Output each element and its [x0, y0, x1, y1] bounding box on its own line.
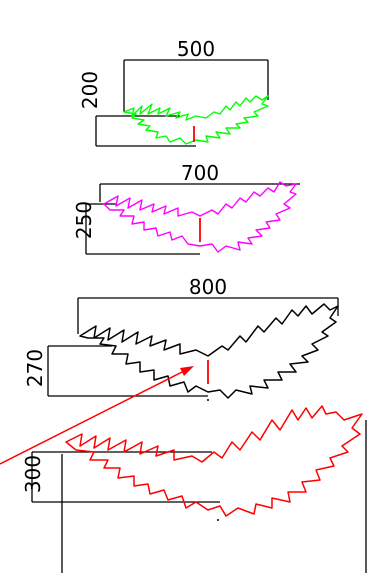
figure-2-height-dimension [85, 203, 200, 255]
figure-1-width-label: 500 [177, 37, 215, 61]
figure-3-height-dimension [47, 345, 208, 397]
figure-4-dot [217, 519, 219, 521]
figure-3-width-label: 800 [189, 275, 227, 299]
figure-1-height-dimension [95, 115, 196, 147]
figure-3-dot [207, 399, 209, 401]
figure-3-width-dimension [77, 297, 339, 334]
figure-4-height-label: 300 [21, 455, 45, 493]
figure-3-black-outline [79, 303, 339, 399]
figure-1: 500 200 [78, 37, 269, 147]
figure-2-magenta-outline [103, 181, 297, 253]
figure-3-height-label: 270 [23, 349, 47, 387]
figure-2-width-dimension [99, 183, 300, 202]
figure-1-height-label: 200 [78, 71, 102, 109]
figure-4-height-dimension [31, 451, 220, 503]
figure-3: 800 270 [23, 275, 339, 401]
red-leader [0, 366, 194, 465]
figure-1-green-outline [123, 95, 269, 145]
figure-4-frame [61, 420, 367, 573]
figure-4-red-outline [65, 405, 363, 517]
figure-2-height-label: 250 [72, 201, 96, 239]
figure-1-width-dimension [123, 59, 269, 112]
figure-2: 700 250 [72, 161, 300, 255]
figure-4: 300 [21, 405, 367, 573]
figure-2-width-label: 700 [181, 161, 219, 185]
